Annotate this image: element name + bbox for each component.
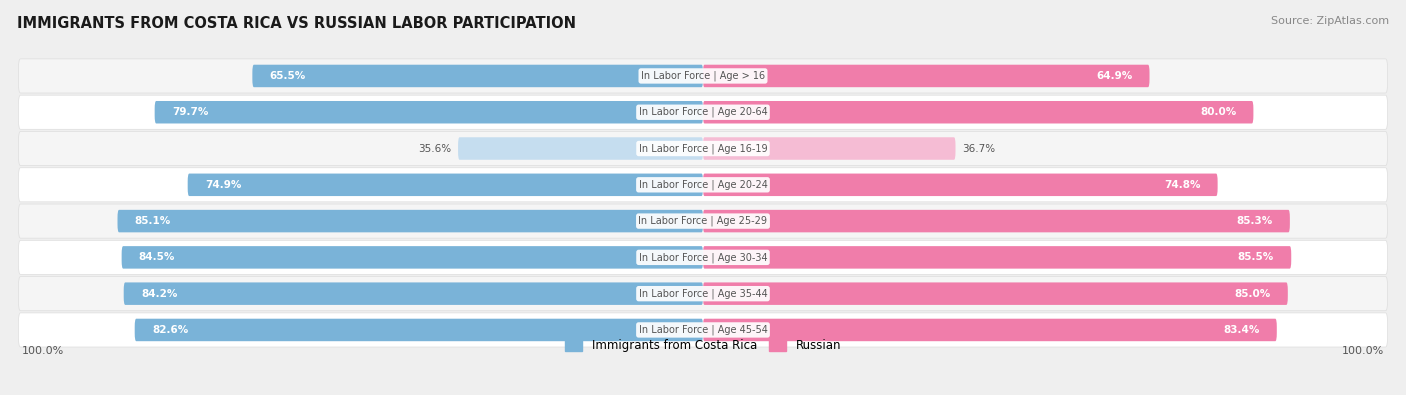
FancyBboxPatch shape: [703, 210, 1289, 232]
FancyBboxPatch shape: [187, 173, 703, 196]
FancyBboxPatch shape: [252, 65, 703, 87]
FancyBboxPatch shape: [703, 319, 1277, 341]
FancyBboxPatch shape: [18, 313, 1388, 347]
Text: 74.8%: 74.8%: [1164, 180, 1201, 190]
Text: In Labor Force | Age 30-34: In Labor Force | Age 30-34: [638, 252, 768, 263]
Text: 65.5%: 65.5%: [270, 71, 307, 81]
Text: 85.0%: 85.0%: [1234, 289, 1271, 299]
Text: 74.9%: 74.9%: [205, 180, 242, 190]
Text: In Labor Force | Age 35-44: In Labor Force | Age 35-44: [638, 288, 768, 299]
Text: 80.0%: 80.0%: [1199, 107, 1236, 117]
FancyBboxPatch shape: [155, 101, 703, 124]
Text: 85.3%: 85.3%: [1236, 216, 1272, 226]
FancyBboxPatch shape: [18, 168, 1388, 202]
FancyBboxPatch shape: [135, 319, 703, 341]
FancyBboxPatch shape: [122, 246, 703, 269]
FancyBboxPatch shape: [703, 282, 1288, 305]
Text: 85.5%: 85.5%: [1237, 252, 1274, 262]
Text: In Labor Force | Age 16-19: In Labor Force | Age 16-19: [638, 143, 768, 154]
Text: 36.7%: 36.7%: [962, 143, 995, 154]
FancyBboxPatch shape: [703, 137, 956, 160]
FancyBboxPatch shape: [18, 204, 1388, 238]
FancyBboxPatch shape: [18, 276, 1388, 311]
Text: Source: ZipAtlas.com: Source: ZipAtlas.com: [1271, 16, 1389, 26]
Text: 79.7%: 79.7%: [172, 107, 208, 117]
Text: 84.2%: 84.2%: [141, 289, 177, 299]
Text: In Labor Force | Age 20-24: In Labor Force | Age 20-24: [638, 180, 768, 190]
FancyBboxPatch shape: [458, 137, 703, 160]
FancyBboxPatch shape: [703, 246, 1291, 269]
Text: 35.6%: 35.6%: [418, 143, 451, 154]
Text: In Labor Force | Age 20-64: In Labor Force | Age 20-64: [638, 107, 768, 117]
Text: 100.0%: 100.0%: [22, 346, 65, 356]
Text: 83.4%: 83.4%: [1223, 325, 1260, 335]
FancyBboxPatch shape: [18, 240, 1388, 275]
Legend: Immigrants from Costa Rica, Russian: Immigrants from Costa Rica, Russian: [565, 339, 841, 352]
FancyBboxPatch shape: [703, 65, 1150, 87]
FancyBboxPatch shape: [18, 95, 1388, 129]
FancyBboxPatch shape: [118, 210, 703, 232]
FancyBboxPatch shape: [124, 282, 703, 305]
Text: 64.9%: 64.9%: [1097, 71, 1132, 81]
Text: IMMIGRANTS FROM COSTA RICA VS RUSSIAN LABOR PARTICIPATION: IMMIGRANTS FROM COSTA RICA VS RUSSIAN LA…: [17, 16, 576, 31]
Text: In Labor Force | Age 25-29: In Labor Force | Age 25-29: [638, 216, 768, 226]
Text: 85.1%: 85.1%: [135, 216, 172, 226]
FancyBboxPatch shape: [703, 173, 1218, 196]
Text: In Labor Force | Age 45-54: In Labor Force | Age 45-54: [638, 325, 768, 335]
Text: 82.6%: 82.6%: [152, 325, 188, 335]
Text: In Labor Force | Age > 16: In Labor Force | Age > 16: [641, 71, 765, 81]
Text: 84.5%: 84.5%: [139, 252, 176, 262]
FancyBboxPatch shape: [18, 59, 1388, 93]
FancyBboxPatch shape: [703, 101, 1253, 124]
FancyBboxPatch shape: [18, 132, 1388, 166]
Text: 100.0%: 100.0%: [1341, 346, 1384, 356]
